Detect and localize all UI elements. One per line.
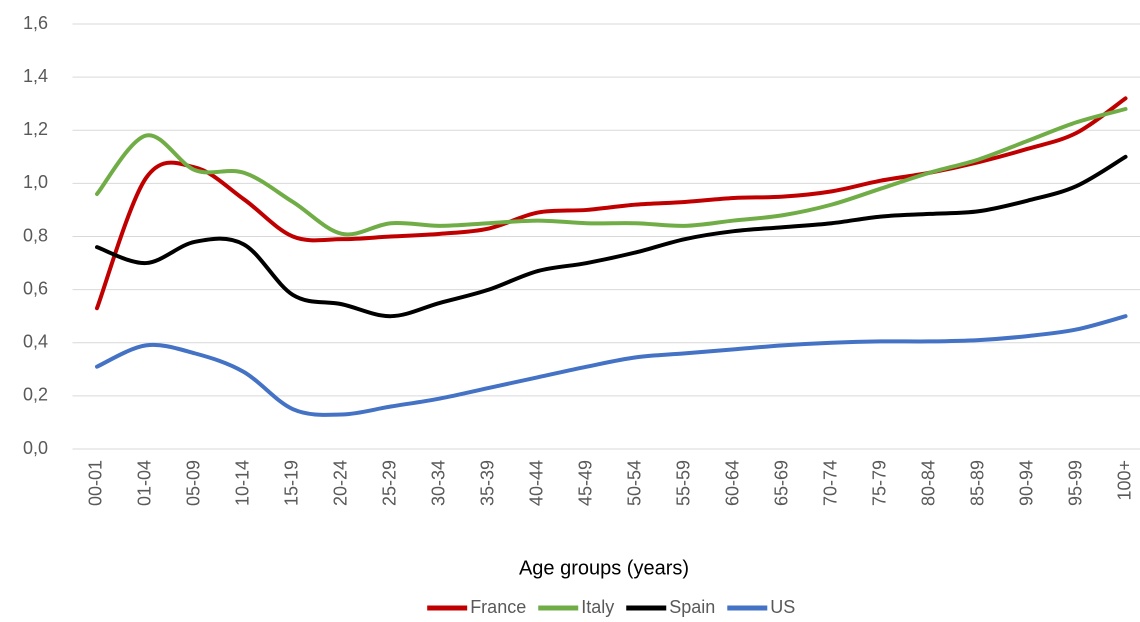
x-tick-label: 15-19 (282, 460, 302, 506)
legend-label: Spain (669, 597, 715, 617)
x-tick-label: 25-29 (380, 460, 400, 506)
x-tick-label: 50-54 (624, 460, 644, 506)
x-tick-label: 65-69 (771, 460, 791, 506)
x-tick-label: 85-89 (967, 460, 987, 506)
line-series (94, 107, 1128, 237)
x-tick-label: 30-34 (429, 460, 449, 506)
y-tick-label: 1,0 (23, 172, 48, 192)
x-tick-label: 90-94 (1016, 460, 1036, 506)
legend-label: Italy (581, 597, 614, 617)
x-tick-label: 100+ (1114, 460, 1134, 501)
y-tick-label: 0,0 (23, 438, 48, 458)
y-tick-label: 0,4 (23, 332, 48, 352)
x-tick-label: 70-74 (820, 460, 840, 506)
x-tick-label: 55-59 (673, 460, 693, 506)
x-tick-label: 80-84 (918, 460, 938, 506)
x-tick-label: 01-04 (135, 460, 155, 506)
x-tick-label: 95-99 (1065, 460, 1085, 506)
y-tick-label: 1,4 (23, 66, 48, 86)
y-tick-label: 0,6 (23, 278, 48, 298)
legend-label: France (470, 597, 526, 617)
y-tick-label: 0,2 (23, 385, 48, 405)
x-tick-label: 00-01 (86, 460, 106, 506)
x-tick-label: 40-44 (527, 460, 547, 506)
line-series (94, 154, 1128, 319)
legend-label: US (770, 597, 795, 617)
line-series (94, 314, 1128, 417)
x-tick-label: 35-39 (478, 460, 498, 506)
x-tick-label: 20-24 (331, 460, 351, 506)
x-tick-label: 60-64 (722, 460, 742, 506)
x-axis-label: Age groups (years) (519, 557, 689, 579)
x-tick-label: 10-14 (233, 460, 253, 506)
x-tick-label: 75-79 (869, 460, 889, 506)
x-tick-label: 05-09 (184, 460, 204, 506)
y-tick-label: 1,2 (23, 119, 48, 139)
y-tick-label: 0,8 (23, 225, 48, 245)
x-tick-label: 45-49 (576, 460, 596, 506)
y-tick-label: 1,6 (23, 13, 48, 33)
